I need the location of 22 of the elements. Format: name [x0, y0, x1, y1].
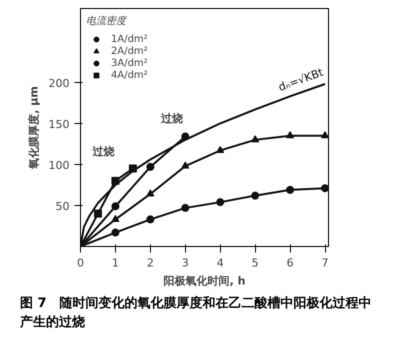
x-tick-label: 3 [182, 256, 189, 270]
x-tick-label: 1 [112, 256, 119, 270]
y-tick-label: 100 [48, 158, 70, 172]
annotation: 过烧 [92, 144, 115, 158]
y-tick-label: 50 [56, 200, 70, 213]
y-tick-label: 200 [48, 76, 70, 90]
x-tick-label: 5 [252, 256, 259, 270]
legend-label: 2A/dm² [111, 45, 148, 57]
legend-label: 4A/dm² [111, 69, 148, 81]
x-tick-label: 2 [146, 256, 154, 270]
caption: 图 7 随时间变化的氧化膜厚度和在乙二酸槽中阳极化过程中产生的过烧 [20, 295, 373, 332]
x-tick-label: 4 [216, 256, 224, 270]
legend-label: 3A/dm² [111, 57, 148, 69]
legend-title: 电流密度 [86, 14, 128, 28]
x-tick-label: 6 [286, 256, 294, 270]
x-tick-label: 7 [322, 256, 329, 270]
y-tick-label: 150 [48, 118, 70, 131]
legend-label: 1A/dm² [111, 33, 148, 45]
x-tick-label: 0 [77, 256, 84, 270]
x-axis-title: 阳极氧化时间, h [164, 274, 246, 288]
annotation: 过烧 [160, 112, 183, 126]
y-axis-title: 氧化膜厚度, μm [28, 86, 41, 170]
